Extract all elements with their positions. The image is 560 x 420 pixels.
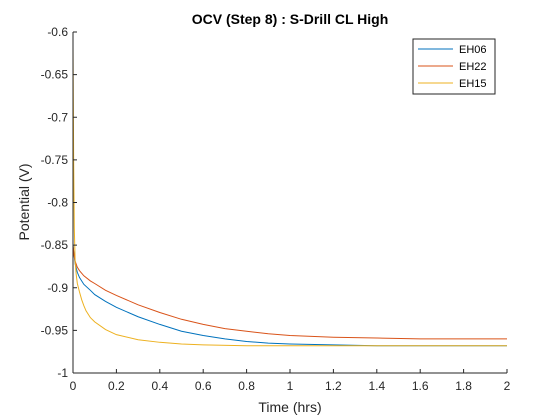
x-tick-label: 0.8 [238,379,255,393]
x-tick-label: 2 [504,379,511,393]
x-tick-label: 0.2 [108,379,125,393]
legend: EH06 EH22 EH15 [412,38,496,95]
y-tick-label: -0.6 [47,25,68,39]
x-tick-label: 0.6 [195,379,212,393]
y-tick-label: -1 [57,366,68,380]
x-tick-label: 1.4 [368,379,385,393]
y-tick-label: -0.8 [47,196,68,210]
x-tick-label: 0.4 [151,379,168,393]
y-tick-label: -0.95 [41,323,69,337]
series-line-eh22 [72,245,507,340]
legend-label-eh06: EH06 [459,44,487,56]
series-line-eh06 [72,245,507,347]
x-tick-label: 1.2 [325,379,342,393]
y-tick-label: -0.7 [47,110,68,124]
series-line-eh15 [72,44,507,347]
x-tick-label: 0 [70,379,77,393]
y-tick-label: -0.9 [47,281,68,295]
y-tick-label: -0.65 [41,68,69,82]
series-layer [72,44,507,347]
axes-layer: 0 0.2 0.4 0.6 0.8 1 1.2 1.4 1.6 1.8 2 -0.6 -0.65 -0.7… [41,25,511,393]
x-tick-label: 1.8 [455,379,472,393]
x-tick-label: 1 [287,379,294,393]
chart-title: OCV (Step 8) : S-Drill CL High [192,11,389,27]
legend-label-eh15: EH15 [459,78,487,90]
x-tick-label: 1.6 [412,379,429,393]
y-axis-title: Potential (V) [16,163,32,240]
y-tick-label: -0.75 [41,153,69,167]
legend-label-eh22: EH22 [459,61,487,73]
x-axis-title: Time (hrs) [258,399,321,415]
y-tick-label: -0.85 [41,238,69,252]
